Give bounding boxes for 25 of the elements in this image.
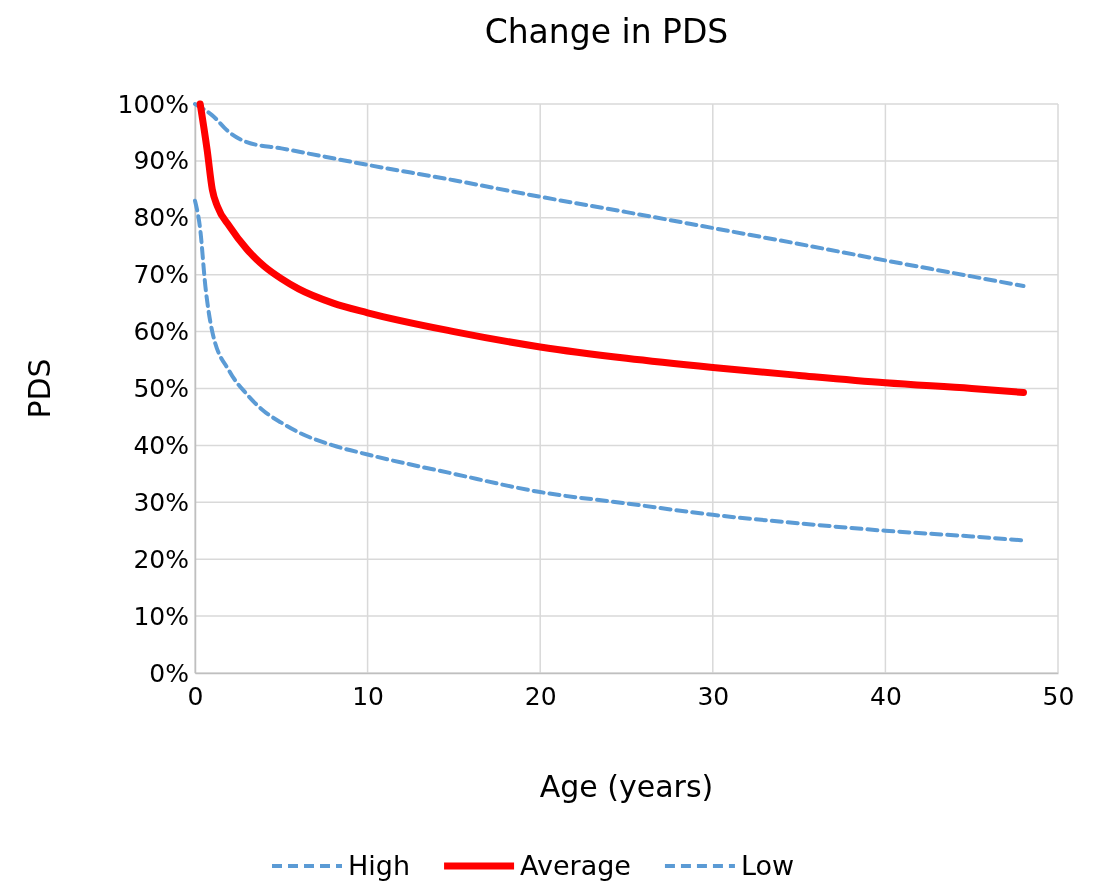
y-tick-label: 90% [133, 146, 189, 176]
y-tick-label: 80% [133, 203, 189, 233]
line-series [193, 102, 1026, 289]
x-tick-label: 0 [187, 681, 204, 711]
x-tick-label: 20 [524, 681, 557, 711]
legend-label: High [348, 850, 411, 881]
x-axis-title: Age (years) [539, 769, 714, 804]
y-tick-label: 50% [133, 374, 189, 403]
x-tick-label: 50 [1042, 681, 1075, 711]
y-tick-label: 100% [117, 89, 189, 119]
x-tick-label: 10 [352, 681, 385, 711]
legend-label: Low [740, 850, 795, 881]
line-series [193, 198, 1026, 543]
y-tick-label: 70% [133, 260, 189, 290]
legend-label: Average [520, 850, 631, 881]
x-tick-label: 40 [869, 681, 902, 711]
y-tick-label: 0% [149, 658, 189, 688]
y-tick-label: 40% [133, 430, 189, 460]
y-tick-label: 10% [133, 601, 189, 631]
chart-title: Change in PDS [484, 12, 729, 51]
y-tick-label: 60% [133, 317, 189, 347]
y-tick-label: 30% [133, 487, 189, 517]
x-tick-label: 30 [697, 681, 730, 711]
y-axis-title: PDS [22, 358, 57, 419]
y-tick-label: 20% [133, 544, 189, 574]
